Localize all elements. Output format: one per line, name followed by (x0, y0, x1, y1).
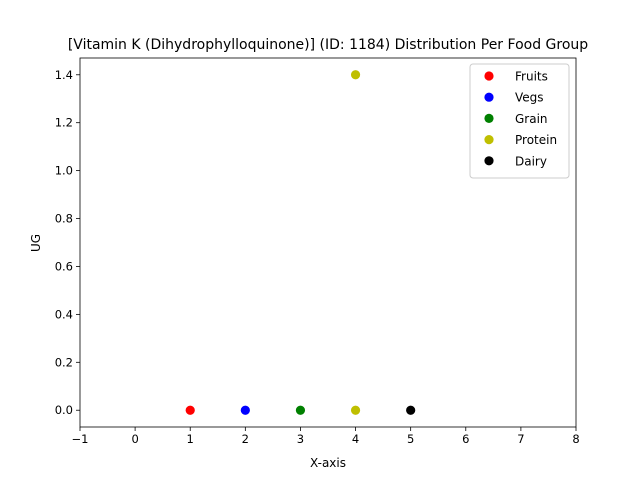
data-point-protein (350, 405, 361, 415)
y-tick-label: 1.4 (55, 68, 73, 82)
data-point-protein (350, 70, 361, 80)
data-point-grain (295, 405, 306, 415)
x-tick-label: 3 (297, 432, 304, 446)
legend-label-vegs: Vegs (515, 91, 544, 105)
y-tick-label: 0.8 (55, 212, 73, 226)
legend-marker-fruits (484, 71, 494, 81)
y-tick-label: 0.6 (55, 259, 73, 273)
legend-box (469, 63, 570, 179)
legend-label-grain: Grain (515, 112, 548, 126)
axes-frame (79, 57, 577, 428)
x-tick-label: 0 (131, 432, 138, 446)
y-tick-label: 0.0 (55, 403, 73, 417)
y-tick-label: 1.0 (55, 164, 73, 178)
y-axis-label: UG (29, 234, 43, 252)
chart-title: [Vitamin K (Dihydrophylloquinone)] (ID: … (68, 37, 588, 53)
x-tick-label: 1 (187, 432, 194, 446)
data-point-vegs (240, 405, 250, 415)
x-tick-label: 4 (352, 432, 359, 446)
y-tick-label: 1.2 (55, 116, 73, 130)
plot-area: −1 0 1 2 3 4 5 6 7 8 0.0 0.2 0.4 0.6 0.8 1.0 1.2 1.4 (55, 57, 580, 446)
x-tick-label: 2 (242, 432, 249, 446)
x-tick-label: 5 (407, 432, 414, 446)
x-tick-label: 8 (572, 432, 579, 446)
x-tick-label: 7 (517, 432, 524, 446)
x-tick-label: −1 (72, 432, 89, 446)
x-tick-label: 6 (462, 432, 469, 446)
data-point-dairy (406, 405, 416, 415)
y-tick-label: 0.4 (55, 307, 73, 321)
x-axis-label: X-axis (310, 456, 346, 470)
legend-marker-protein (484, 135, 494, 145)
y-tick-label: 0.2 (55, 355, 73, 369)
legend-marker-grain (484, 113, 494, 123)
legend: Fruits Vegs Grain Protein Dairy (469, 63, 570, 179)
data-point-fruits (185, 405, 195, 415)
legend-marker-dairy (484, 156, 494, 166)
legend-marker-vegs (484, 92, 494, 102)
legend-label-fruits: Fruits (515, 70, 548, 84)
legend-label-dairy: Dairy (515, 154, 547, 168)
legend-label-protein: Protein (515, 133, 557, 147)
